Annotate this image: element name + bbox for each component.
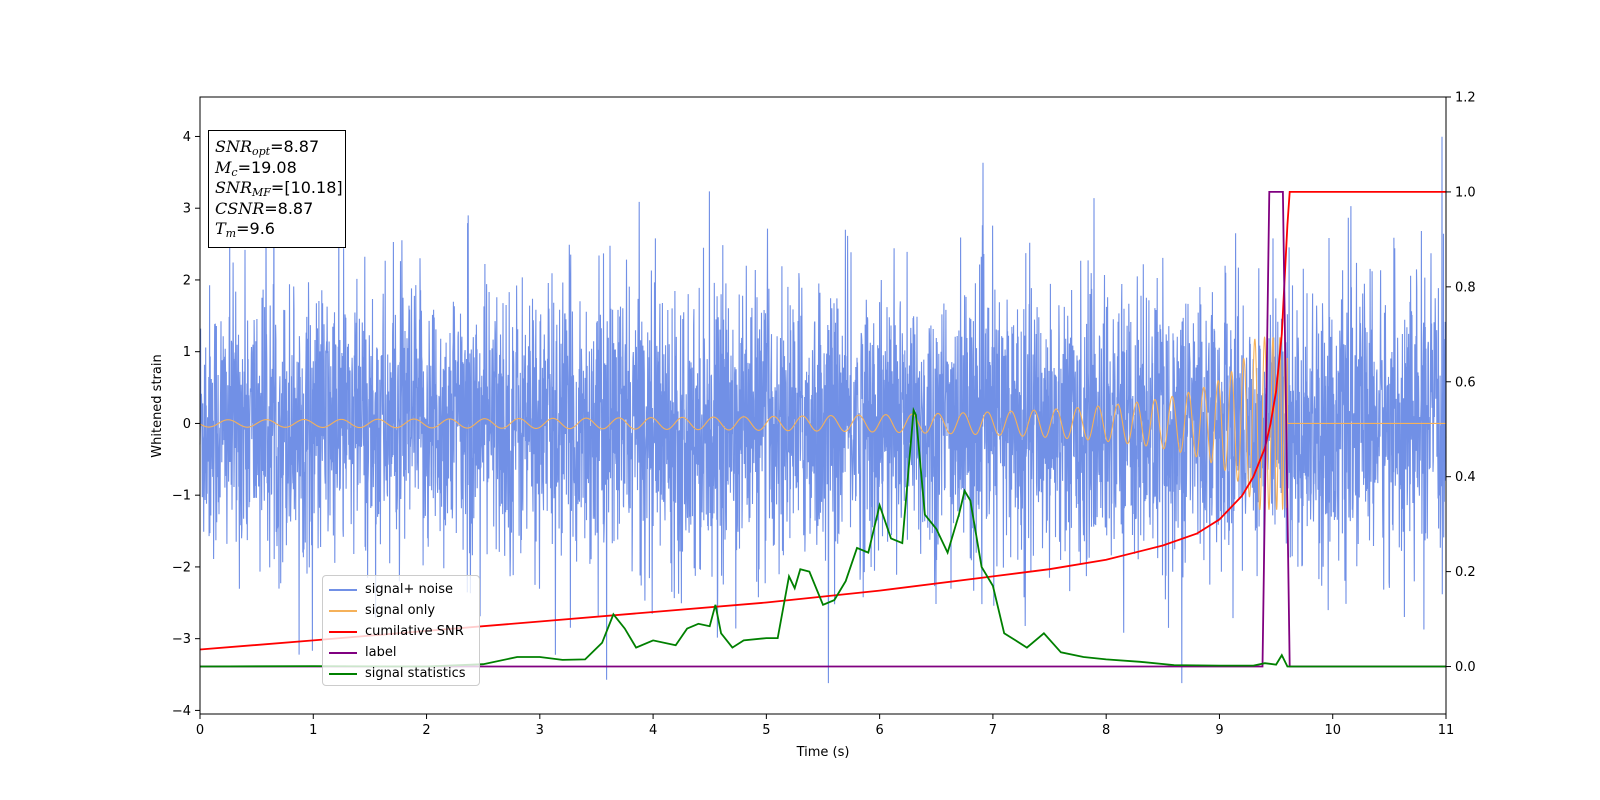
legend-label: signal+ noise	[365, 582, 454, 597]
plot-frame	[199, 96, 1447, 715]
legend-label: signal only	[365, 603, 436, 618]
annotation-box: SNRopt=8.87 Mc=19.08 SNRMF=[10.18] CSNR=…	[208, 130, 346, 248]
legend-item: signal statistics	[329, 663, 479, 684]
tm-value: =9.6	[236, 219, 275, 238]
legend-swatch	[329, 651, 357, 654]
mc-value: =19.08	[237, 157, 297, 177]
x-tick-label: 10	[1324, 723, 1341, 738]
legend-swatch	[329, 609, 357, 612]
y-right-tick-label: 1.2	[1455, 91, 1476, 106]
y-left-tick-label: −4	[172, 704, 191, 719]
y-left-tick-label: 3	[183, 202, 191, 217]
legend-item: signal+ noise	[329, 579, 479, 600]
snr-opt-row: SNRopt=8.87	[215, 137, 320, 158]
x-tick-label: 4	[649, 723, 657, 738]
y-left-tick-label: 1	[183, 345, 191, 360]
x-tick-label: 6	[875, 723, 883, 738]
legend-label: signal statistics	[365, 666, 466, 681]
legend-swatch	[329, 630, 357, 633]
x-tick-label: 3	[536, 723, 544, 738]
csnr-value: =8.87	[264, 198, 314, 218]
legend-label: cumilative SNR	[365, 624, 464, 639]
x-tick-label: 8	[1102, 723, 1110, 738]
y-left-tick-label: 2	[183, 273, 191, 288]
x-tick-label: 0	[196, 723, 204, 738]
y-axis-title: Whitened strain	[150, 354, 165, 457]
legend-swatch	[329, 672, 357, 675]
legend-label: label	[365, 645, 397, 660]
legend-item: cumilative SNR	[329, 621, 479, 642]
y-left-axis-ticks: −4 −3 −2 −1 0 1 2 3 4	[172, 130, 200, 719]
snr-mf-row: SNRMF=[10.18]	[215, 178, 343, 199]
mc-row: Mc=19.08	[215, 157, 297, 179]
x-tick-label: 11	[1438, 723, 1455, 738]
signal-noise-line	[199, 136, 1447, 684]
signal-noise-series	[199, 136, 1447, 684]
snr-opt-value: =8.87	[270, 137, 320, 156]
legend: signal+ noise signal only cumilative SNR…	[322, 575, 480, 686]
x-axis-title: Time (s)	[796, 745, 850, 760]
y-right-tick-label: 0.0	[1455, 660, 1476, 675]
x-tick-label: 1	[309, 723, 317, 738]
legend-item: signal only	[329, 600, 479, 621]
y-left-tick-label: −2	[172, 560, 191, 575]
signal-only-series	[199, 336, 1446, 511]
y-right-tick-label: 0.4	[1455, 470, 1476, 485]
x-tick-label: 5	[762, 723, 770, 738]
signal-statistics-line	[199, 406, 1446, 668]
tm-row: Tm=9.6	[215, 219, 275, 240]
x-tick-label: 2	[422, 723, 430, 738]
csnr-row: CSNR=8.87	[215, 198, 314, 218]
y-right-tick-label: 0.2	[1455, 565, 1476, 580]
x-axis-ticks: 0 1 2 3 4 5 6 7 8 9 10 11	[196, 714, 1454, 738]
legend-item: label	[329, 642, 479, 663]
legend-swatch	[329, 588, 357, 591]
y-left-tick-label: −1	[172, 489, 191, 504]
y-left-tick-label: 4	[183, 130, 191, 145]
signal-only-line	[199, 336, 1446, 511]
x-tick-label: 7	[989, 723, 997, 738]
y-left-tick-label: 0	[183, 417, 191, 432]
y-right-tick-label: 1.0	[1455, 185, 1476, 200]
y-right-tick-label: 0.8	[1455, 280, 1476, 295]
x-tick-label: 9	[1215, 723, 1223, 738]
y-right-axis-ticks: 0.0 0.2 0.4 0.6 0.8 1.0 1.2	[1446, 91, 1476, 675]
y-right-tick-label: 0.6	[1455, 375, 1476, 390]
snr-mf-value: =[10.18]	[270, 178, 343, 197]
y-left-tick-label: −3	[172, 632, 191, 647]
